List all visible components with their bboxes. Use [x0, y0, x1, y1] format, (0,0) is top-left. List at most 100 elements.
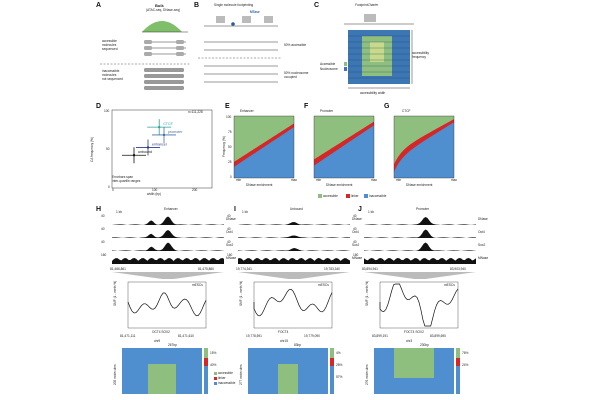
width-bp: 267bp: [168, 343, 177, 347]
track-ymax-oct4: 40: [353, 227, 357, 231]
scale-bar-label: 1 kb: [242, 210, 249, 214]
coord-right: 19,783,340: [324, 267, 340, 271]
motif-labels: OCT4 SOX2: [152, 330, 170, 334]
inaccessible-label: inaccessible molecules not sequenced: [102, 69, 123, 81]
track-region-title: Promoter: [416, 207, 430, 211]
d-xtick-0: 0: [112, 188, 114, 192]
f-xmin: min: [316, 178, 322, 182]
g-xmax: max: [451, 178, 458, 182]
track-sox2: [364, 242, 476, 251]
footprintcharter-title: FootprintCharter: [355, 3, 379, 7]
coord2-right: 19,779,090: [304, 334, 320, 338]
panel-label-a: A: [96, 2, 102, 9]
width-bp: 230bp: [420, 343, 429, 347]
panel-b-graphic: [198, 16, 282, 83]
track-ymax-mnase: 160: [353, 253, 359, 257]
track-ymax-dnase: 40: [101, 214, 105, 218]
track-ymax-mnase: 160: [101, 253, 107, 257]
pct-occupied: 50% nucleosome occupied: [284, 71, 309, 79]
panel-label-j: J: [358, 206, 362, 213]
smf-legend: mESCs: [444, 283, 455, 287]
stacked-area-efg: [233, 115, 455, 179]
track-ymax-sox2: 40: [101, 240, 105, 244]
track-dnase: [238, 221, 350, 225]
molecule-heatmap: [374, 348, 460, 394]
panel-label-i: I: [234, 206, 236, 213]
e-title: Enhancer: [240, 109, 254, 113]
f-xlabel: DNase enrichment: [326, 183, 353, 187]
smf-legend: mESCs: [192, 283, 203, 287]
efg-ytick-25: 25: [228, 160, 232, 164]
smf-trace: [127, 292, 207, 317]
track-ymax-dnase: 40: [227, 214, 231, 218]
legend-linker: linker: [351, 193, 359, 198]
smf-line-plot: [379, 281, 459, 329]
track-name-oct4: Oct4: [478, 230, 485, 234]
d-ytick-0: 0: [108, 185, 110, 189]
g-xmin: min: [396, 178, 402, 182]
width-label: accessibility width: [360, 91, 386, 95]
smf-ylabel: SMF (1 - meth %): [239, 280, 243, 306]
coord-right: 83,903,940: [450, 267, 466, 271]
coord-right: 81,475,860: [198, 267, 214, 271]
track-sox2: [238, 248, 350, 251]
pct-1: 28%: [336, 363, 343, 367]
track-name-mnase: MNase: [352, 256, 363, 260]
n-count: n=111,228: [188, 110, 203, 114]
track-oct4: [112, 229, 224, 238]
hij-legend-swatch-inaccessible: [214, 382, 217, 385]
nucleosome-legend: Nucleosome: [320, 67, 338, 71]
track-name-sox2: Sox2: [226, 243, 234, 247]
inaccessible-area: [394, 122, 454, 178]
g-xlabel: DNase enrichment: [406, 183, 433, 187]
genome-tracks: [364, 216, 476, 264]
e-xlabel: DNase enrichment: [246, 183, 273, 187]
track-name-oct4: Oct4: [352, 230, 359, 234]
bulk-peak: [142, 21, 182, 32]
bulk-subtitle: (ATAC-seq, DNase-seq): [146, 8, 181, 12]
panel-label-c: C: [314, 2, 320, 9]
track-ymax-mnase: 160: [227, 253, 233, 257]
panel-label-b: B: [194, 2, 200, 9]
panel-label-f: F: [304, 103, 309, 110]
hij-legend-swatch-accessible: [214, 372, 217, 375]
inaccessible-area: [234, 127, 294, 178]
genome-tracks: [238, 221, 350, 264]
track-name-dnase: DNase: [226, 217, 236, 221]
legend-inaccessible: inaccessible: [369, 193, 387, 198]
track-name-oct4: Oct4: [226, 230, 233, 234]
d-xlabel: width (bp): [147, 192, 161, 196]
smf-title: Single molecule footprinting: [214, 3, 254, 7]
track-name-mnase: MNase: [226, 256, 237, 260]
label-unbound: unbound: [138, 150, 152, 154]
smf-trace: [253, 288, 333, 317]
d-xtick-100: 100: [152, 188, 158, 192]
track-ymax-sox2: 40: [353, 240, 357, 244]
motif-labels: FOCT4 SOX2: [404, 330, 424, 334]
accessible-legend: Accessible: [320, 62, 336, 66]
molecules-ylabel: 205 molecules: [113, 364, 117, 385]
d-ytick-100: 100: [104, 109, 110, 113]
scale-bar-label: 1 kb: [116, 210, 123, 214]
track-mnase: [112, 258, 224, 264]
label-enhancer: enhancer: [152, 142, 168, 146]
panel-label-d: D: [96, 103, 102, 110]
track-sox2: [112, 242, 224, 251]
molecule-heatmap: [122, 348, 208, 394]
errorbar-CTCF: [147, 119, 172, 136]
g-title: CTCF: [402, 109, 411, 113]
e-xmax: max: [291, 178, 298, 182]
chrom-label: chr3: [406, 339, 413, 343]
width-bp: 83bp: [294, 343, 302, 347]
coord2-left: 83,899,191: [372, 334, 388, 338]
panel-a-graphic: [100, 21, 190, 90]
hij-legend-linker: linker: [218, 376, 226, 380]
coord2-right: 83,899,690: [430, 334, 446, 338]
errorbar-promoter: [152, 126, 176, 143]
chrom-label: chr15: [280, 339, 288, 343]
legend-swatch-inaccessible: [364, 194, 368, 198]
pct-0: 4%: [336, 351, 341, 355]
track-name-mnase: MNase: [478, 256, 489, 260]
coord2-right: 81,471,610: [178, 334, 194, 338]
